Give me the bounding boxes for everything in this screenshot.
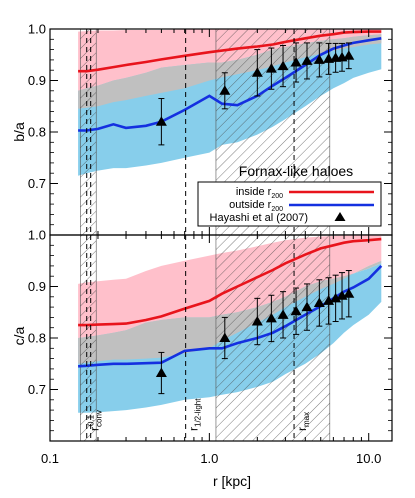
legend-label-inside: inside r200 — [236, 186, 283, 200]
data-point-bottom — [343, 288, 355, 298]
vline-label-r_conv: rconv — [88, 410, 104, 431]
data-point-bottom — [155, 367, 167, 378]
vline-label-r_half_light: r1/2-light — [187, 398, 203, 431]
ytick-label-bottom: 1.0 — [28, 228, 46, 243]
median-inside-top — [78, 30, 382, 73]
xtick-label: 1.0 — [200, 451, 218, 466]
legend-title: Fornax-like haloes — [239, 163, 353, 179]
legend-label-outside: outside r200 — [229, 199, 283, 213]
ytick-label-top: 1.0 — [28, 22, 46, 37]
data-point-bottom — [330, 292, 342, 303]
data-point-bottom — [290, 305, 302, 316]
vline-label-main-r_half_light: r — [187, 427, 201, 431]
x-axis-label: r [kpc] — [213, 473, 251, 489]
legend: Fornax-like haloes inside r200 outside r… — [197, 163, 382, 227]
data-point-bottom — [313, 297, 325, 307]
data-point-bottom — [323, 295, 335, 305]
data-point-top — [265, 63, 277, 73]
data-point-top — [301, 55, 313, 65]
vline-label-r_max: rmax — [295, 412, 311, 431]
vline-label-main-r_conv: r — [88, 427, 102, 431]
data-point-top — [155, 116, 167, 126]
data-point-bottom — [301, 301, 313, 312]
plot-area-bottom — [78, 235, 383, 441]
legend-marker-hayashi — [334, 212, 346, 221]
hatch-convergence-bottom — [80, 235, 97, 441]
vline-label-main-r_max: r — [295, 427, 309, 431]
ytick-label-top: 0.7 — [28, 176, 46, 191]
vline-label-sub-r_conv: conv — [95, 410, 104, 427]
data-point-bottom — [277, 309, 289, 319]
data-point-top — [343, 50, 355, 60]
data-point-top — [290, 56, 302, 67]
legend-label-hayashi: Hayashi et al (2007) — [210, 212, 308, 224]
legend-sub-inside: 200 — [271, 193, 283, 200]
xtick-label: 10.0 — [356, 451, 381, 466]
ytick-label-bottom: 0.7 — [28, 382, 46, 397]
median-outside-top — [78, 37, 382, 132]
data-point-bottom — [265, 312, 277, 323]
bottom-panel: 0.70.80.91.00.1 1.0 10.0rconvr1/2-lightrma… — [28, 228, 393, 466]
ytick-label-top: 0.8 — [28, 125, 46, 140]
hatch-outer-bottom — [215, 235, 331, 441]
data-point-bottom — [219, 332, 231, 342]
ytick-label-bottom: 0.8 — [28, 331, 46, 346]
median-inside-bottom — [78, 237, 382, 327]
data-point-top — [251, 67, 263, 77]
vline-label-r-conv-0.1: 0.1 — [87, 414, 96, 426]
vline-label-sub-r_half_light: 1/2-light — [194, 398, 203, 427]
ytick-label-top: 0.9 — [28, 73, 46, 88]
xtick-label: 0.1 — [41, 451, 59, 466]
y-axis-label-top: b/a — [11, 122, 27, 142]
vline-label-sub-r_max: max — [302, 412, 311, 427]
legend-sub-outside: 200 — [271, 206, 283, 213]
data-point-top — [313, 54, 325, 64]
data-point-bottom — [251, 316, 263, 326]
hatch-convergence-top — [80, 29, 97, 235]
data-point-top — [219, 85, 231, 95]
ytick-label-bottom: 0.9 — [28, 279, 46, 294]
y-axis-label-bottom: c/a — [11, 326, 27, 345]
data-point-top — [277, 60, 289, 71]
